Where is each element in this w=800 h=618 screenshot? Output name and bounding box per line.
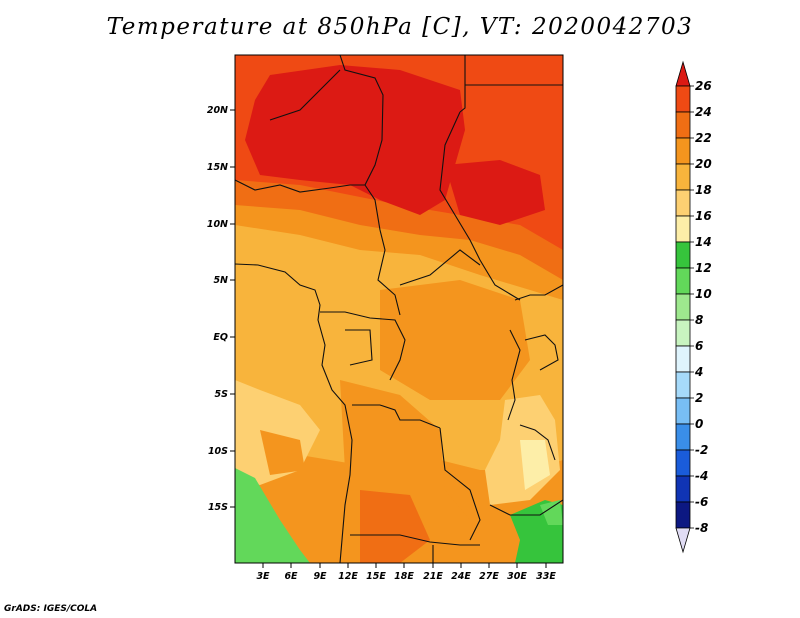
colorbar-swatch xyxy=(675,423,691,451)
colorbar-label: 6 xyxy=(695,339,703,353)
lat-label-5s: 5S xyxy=(215,389,229,400)
border-sahel xyxy=(235,179,365,193)
grads-credit: GrADS: IGES/COLA xyxy=(4,604,98,614)
lon-label-6e: 6E xyxy=(284,571,298,582)
colorbar-swatch xyxy=(675,241,691,269)
colorbar-swatch xyxy=(675,267,691,295)
colorbar-swatch xyxy=(675,163,691,191)
field-sudan-26 xyxy=(445,160,545,225)
colorbar-label: 20 xyxy=(695,157,712,171)
colorbar-swatch xyxy=(675,189,691,217)
border-namibia xyxy=(350,534,480,546)
lon-label-18e: 18E xyxy=(394,571,414,582)
colorbar-label: -2 xyxy=(695,443,708,457)
lat-label-10s: 10S xyxy=(208,446,228,457)
field-angola-coast-warm xyxy=(260,430,305,475)
border-drc-angola xyxy=(352,404,441,429)
lon-label-30e: 30E xyxy=(507,571,527,582)
colorbar-label: 14 xyxy=(695,235,712,249)
colorbar-label: 8 xyxy=(695,313,703,327)
colorbar-swatch xyxy=(675,449,691,477)
border-niger-west xyxy=(339,55,384,231)
colorbar-top-tip xyxy=(675,60,691,87)
lat-label-15s: 15S xyxy=(208,502,228,513)
lat-label-20n: 20N xyxy=(207,105,228,116)
colorbar-label: 18 xyxy=(695,183,712,197)
colorbar-label: -6 xyxy=(695,495,708,509)
field-zambia-22 xyxy=(360,490,430,563)
lon-label-21e: 21E xyxy=(423,571,443,582)
field-southeast-cool-edge xyxy=(540,500,563,525)
field-central-20 xyxy=(380,280,530,400)
colorbar-label: 12 xyxy=(695,261,712,275)
latitude-axis: 20N 15N 10N 5N EQ 5S 10S 15S xyxy=(207,105,235,513)
colorbar-swatch xyxy=(675,345,691,373)
colorbar-swatch xyxy=(675,501,691,529)
colorbar-swatch xyxy=(675,111,691,139)
lon-label-33e: 33E xyxy=(536,571,556,582)
colorbar-swatch xyxy=(675,397,691,425)
lon-label-9e: 9E xyxy=(313,571,327,582)
border-tanzania xyxy=(519,424,556,461)
border-congo-inner xyxy=(345,329,373,366)
border-zambia xyxy=(439,427,481,541)
colorbar-label: 10 xyxy=(695,287,712,301)
colorbar-swatch xyxy=(675,215,691,243)
lat-label-5n: 5N xyxy=(213,275,228,286)
border-great-lakes xyxy=(507,329,521,421)
border-chad-sudan xyxy=(439,111,521,301)
border-mozambique xyxy=(489,499,563,516)
colorbar-label: 0 xyxy=(695,417,703,431)
colorbar-label: 2 xyxy=(695,391,703,405)
colorbar-label: 22 xyxy=(695,131,712,145)
field-east-highlands-16 xyxy=(520,440,550,490)
lon-label-3e: 3E xyxy=(256,571,270,582)
lon-label-15e: 15E xyxy=(366,571,386,582)
colorbar-swatch xyxy=(675,475,691,503)
border-libya-egypt xyxy=(459,55,466,113)
border-cameroon xyxy=(377,229,401,316)
colorbar-swatch xyxy=(675,137,691,165)
colorbar-label: 4 xyxy=(694,365,703,379)
border-mali-algeria xyxy=(269,69,341,121)
lat-label-eq: EQ xyxy=(213,332,228,343)
lon-label-12e: 12E xyxy=(338,571,358,582)
lon-label-27e: 27E xyxy=(479,571,499,582)
colorbar-label: -8 xyxy=(695,521,708,535)
lake-victoria xyxy=(524,334,559,371)
border-ethiopia xyxy=(514,284,563,301)
map-title: Temperature at 850hPa [C], VT: 202004270… xyxy=(106,14,694,40)
map-frame xyxy=(234,54,564,564)
lat-label-10n: 10N xyxy=(207,219,228,230)
longitude-axis: 3E 6E 9E 12E 15E 18E 21E 24E 27E 30E 33E xyxy=(256,563,556,582)
lat-label-15n: 15N xyxy=(207,162,228,173)
coastline-west xyxy=(235,263,353,563)
colorbar-label: 26 xyxy=(695,79,712,93)
lon-label-24e: 24E xyxy=(451,571,471,582)
colorbar-bottom-tip xyxy=(675,527,691,554)
colorbar-label: -4 xyxy=(695,469,708,483)
field-sahara-26 xyxy=(245,65,465,215)
colorbar-swatch xyxy=(675,85,691,113)
colorbar-label: 16 xyxy=(695,209,712,223)
country-borders xyxy=(235,55,563,563)
field-southwest-cool xyxy=(235,468,310,563)
colorbar-label: 24 xyxy=(695,105,712,119)
colorbar-swatch xyxy=(675,371,691,399)
border-car xyxy=(399,249,481,286)
colorbar-swatch xyxy=(675,293,691,321)
border-gabon-congo xyxy=(320,311,406,381)
colorbar-swatch xyxy=(675,319,691,347)
